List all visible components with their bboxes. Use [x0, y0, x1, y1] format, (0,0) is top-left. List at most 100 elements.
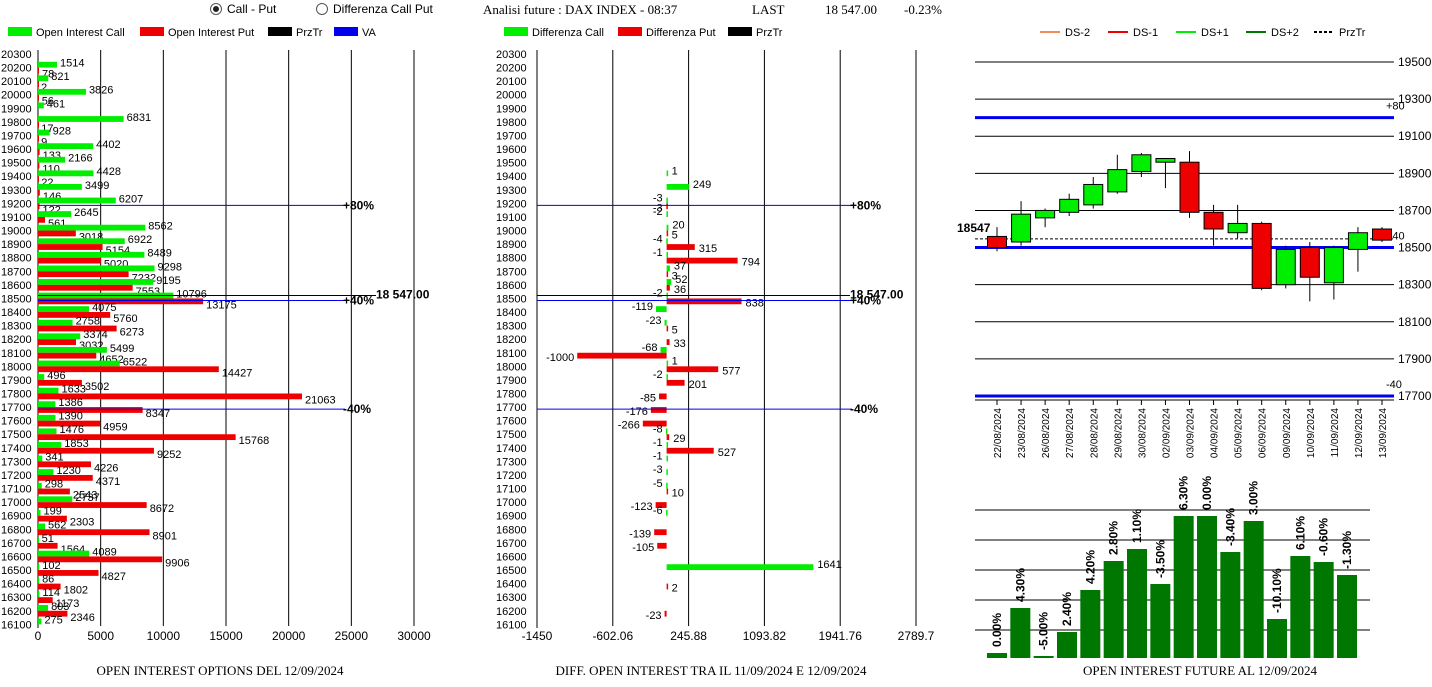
- y-tick-label: 19500: [1, 158, 32, 170]
- data-label-call: 3499: [85, 180, 109, 192]
- x-tick-label: 30/08/2024: [1137, 408, 1148, 458]
- bar-put: [38, 556, 163, 563]
- bar-put: [666, 244, 695, 250]
- data-label-put: -105: [632, 542, 654, 554]
- radio-diff-label: Differenza Call Put: [333, 2, 433, 16]
- data-label-call: 9195: [156, 275, 180, 287]
- data-label-put: 10: [672, 488, 684, 500]
- change-value: -0.23%: [904, 2, 942, 17]
- y-tick-label: 19500: [1398, 55, 1432, 69]
- data-label-call: -5: [653, 478, 663, 490]
- data-label-call: 3826: [89, 85, 113, 97]
- data-label: -3.40%: [1223, 508, 1237, 546]
- bar-oi: [1243, 521, 1264, 658]
- bar-call: [38, 618, 42, 625]
- bar-put: [38, 149, 40, 155]
- bar-call: [666, 170, 669, 177]
- data-label-call: -2: [653, 206, 663, 218]
- x-tick-label: 03/09/2024: [1186, 408, 1197, 458]
- data-label: -3.50%: [1153, 540, 1167, 578]
- data-label-put: -139: [629, 528, 651, 540]
- candle-body: [1275, 248, 1296, 286]
- x-tick-label: 10000: [147, 629, 181, 643]
- bar-call: [666, 374, 668, 380]
- radio-call-put[interactable]: Call - Put: [210, 2, 276, 20]
- bar-call: [666, 211, 668, 217]
- bar-put: [38, 135, 39, 142]
- level-label: +40%: [850, 293, 881, 307]
- data-label-call: 1230: [56, 465, 80, 477]
- bar-put: [666, 379, 685, 386]
- data-label: 6.30%: [1177, 476, 1191, 510]
- y-tick-label: 18300: [496, 321, 527, 333]
- y-tick-label: 16200: [1, 606, 32, 618]
- candle-body: [1251, 222, 1272, 289]
- x-tick-label: 28/08/2024: [1089, 408, 1100, 458]
- y-tick-label: 16600: [1, 551, 32, 563]
- bar-oi: [1103, 561, 1124, 658]
- bar-put: [38, 121, 39, 128]
- bar-put: [38, 597, 53, 603]
- data-label-call: 1514: [60, 58, 84, 70]
- bar-put: [38, 325, 117, 332]
- bar-oi: [1197, 516, 1217, 658]
- x-tick-label: 26/08/2024: [1041, 408, 1052, 458]
- data-label-call: 20: [672, 220, 684, 232]
- y-tick-label: 19300: [496, 185, 527, 197]
- bar-put: [650, 407, 667, 413]
- bar-put: [666, 434, 670, 441]
- bar-call: [666, 197, 668, 204]
- data-label-put: 8347: [146, 408, 170, 420]
- bar-call: [38, 401, 56, 408]
- bar-call: [666, 509, 668, 516]
- y-tick-label: 17600: [1, 416, 32, 428]
- bar-put: [38, 366, 219, 373]
- bar-put: [38, 379, 82, 386]
- y-tick-label: 20000: [1, 90, 32, 102]
- data-label-call: 1853: [64, 438, 88, 450]
- radio-diff[interactable]: Differenza Call Put: [316, 2, 433, 20]
- data-label-put: 5: [672, 325, 678, 337]
- data-label-put: 9252: [157, 449, 181, 461]
- data-label-call: 6922: [128, 234, 152, 246]
- data-label-call: 6207: [119, 193, 143, 205]
- data-label-put: 56: [42, 96, 54, 108]
- y-tick-label: 20100: [496, 76, 527, 88]
- data-label-put: 2346: [70, 612, 94, 624]
- bar-call: [38, 496, 73, 503]
- bar-call: [38, 75, 49, 82]
- data-label: 4.30%: [1013, 568, 1027, 602]
- data-label-put: 577: [722, 365, 740, 377]
- legend-label: PrzTr: [756, 27, 783, 39]
- x-tick-label: 5000: [87, 629, 114, 643]
- bar-put: [38, 176, 39, 183]
- data-label-put: 201: [689, 379, 707, 391]
- data-label-call: 4089: [92, 546, 116, 558]
- bar-oi: [1337, 575, 1357, 658]
- data-label: 4.20%: [1083, 550, 1097, 584]
- data-label-call: -4: [653, 233, 663, 245]
- legend-label: DS-1: [1133, 27, 1158, 39]
- price-label: 18 547.00: [850, 287, 904, 301]
- bar-put: [38, 583, 61, 590]
- bar-call: [38, 184, 82, 190]
- legend-label: Open Interest Put: [168, 27, 254, 39]
- data-label: 3.00%: [1247, 481, 1261, 515]
- data-label: 2.80%: [1107, 521, 1121, 555]
- bar-oi: [1127, 549, 1147, 658]
- bar-call: [38, 537, 39, 543]
- data-label-call: 562: [48, 519, 66, 531]
- bar-call: [38, 577, 40, 584]
- bar-call: [38, 251, 145, 258]
- bar-call: [666, 564, 814, 571]
- bar-put: [38, 610, 68, 617]
- candle-body: [1059, 198, 1080, 213]
- data-label-call: 249: [693, 179, 711, 191]
- data-label-call: 52: [675, 274, 687, 286]
- data-label-call: 1: [672, 356, 678, 368]
- data-label-put: -1000: [546, 352, 574, 364]
- data-label-call: 1: [672, 165, 678, 177]
- legend-swatch: [504, 27, 528, 36]
- bar-call: [38, 102, 44, 109]
- data-label-put: 1802: [64, 585, 88, 597]
